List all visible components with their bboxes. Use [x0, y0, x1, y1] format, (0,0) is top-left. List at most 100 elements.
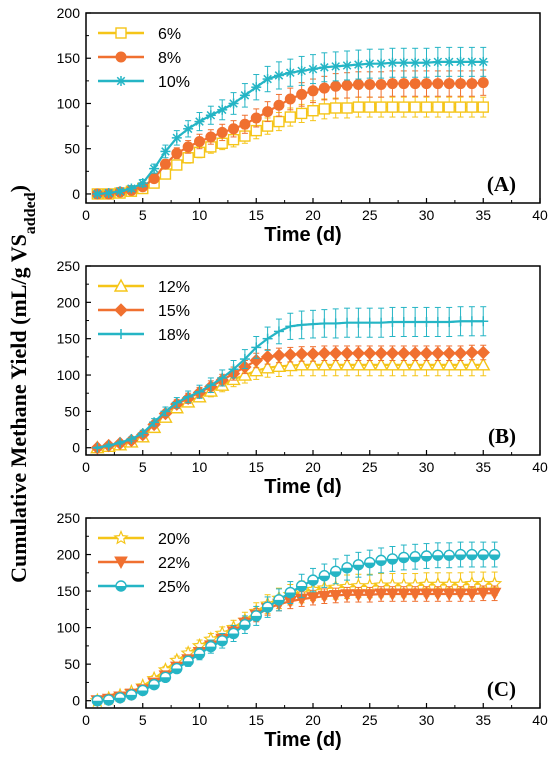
data-point — [171, 132, 182, 143]
data-point — [283, 347, 298, 362]
data-point — [205, 110, 216, 121]
data-point — [228, 364, 239, 375]
data-point — [216, 635, 228, 647]
x-tick-label: 0 — [82, 459, 90, 475]
legend-marker — [114, 303, 128, 317]
data-point — [183, 391, 194, 402]
data-point — [308, 64, 318, 75]
data-point — [217, 372, 228, 383]
data-point — [398, 101, 410, 113]
series-line — [97, 363, 484, 449]
y-axis-title: Cumulative Methane Yield (mL/g VSadded) — [6, 185, 39, 583]
data-point — [262, 74, 273, 85]
data-point — [419, 357, 434, 371]
x-tick-label: 0 — [82, 207, 90, 223]
data-point — [262, 106, 274, 118]
data-point — [149, 417, 160, 428]
x-tick-label: 40 — [532, 712, 548, 728]
data-point — [407, 357, 423, 371]
data-point — [340, 589, 354, 602]
data-point — [159, 671, 172, 684]
data-point — [341, 561, 353, 574]
x-tick-label: 25 — [362, 207, 378, 223]
data-point — [385, 346, 400, 360]
data-point — [318, 570, 331, 582]
data-point — [409, 101, 421, 113]
legend: 6% 8% 10% — [98, 26, 190, 91]
legend-label: 25% — [158, 579, 190, 596]
data-point — [397, 346, 411, 360]
data-point — [239, 90, 250, 101]
data-point — [114, 692, 126, 704]
legend: 20% 22% 25% — [98, 529, 190, 596]
data-point — [351, 346, 366, 360]
data-point — [477, 77, 489, 89]
data-point — [284, 111, 296, 123]
series-b-2 — [92, 306, 489, 453]
data-point — [419, 588, 434, 602]
data-point — [239, 118, 251, 130]
data-point — [182, 152, 194, 164]
data-point — [216, 126, 228, 138]
data-point — [273, 326, 284, 337]
data-point — [294, 347, 309, 361]
legend-label: 6% — [158, 26, 181, 43]
data-point — [363, 346, 377, 360]
data-point — [283, 358, 298, 372]
y-tick-label: 100 — [57, 620, 81, 636]
data-point — [137, 684, 149, 697]
data-point — [421, 316, 432, 327]
data-point — [408, 346, 422, 360]
data-point — [330, 102, 342, 114]
legend-marker — [114, 556, 128, 570]
data-point — [410, 316, 421, 327]
data-point — [364, 101, 376, 113]
data-point — [362, 589, 377, 602]
data-point — [149, 163, 160, 174]
data-point — [306, 592, 320, 605]
data-point — [126, 183, 137, 194]
data-point — [308, 319, 318, 330]
y-tick-label: 200 — [57, 294, 81, 310]
data-point — [353, 317, 364, 328]
data-point — [454, 548, 467, 561]
data-point — [115, 186, 126, 197]
data-point — [159, 168, 172, 180]
x-axis-title: Time (d) — [264, 224, 341, 246]
y-axis-title-subscript: added — [22, 192, 39, 234]
data-point — [465, 588, 479, 602]
data-point — [340, 346, 354, 360]
legend-marker — [116, 329, 126, 339]
data-point — [319, 62, 330, 73]
data-point — [375, 101, 387, 113]
data-point — [476, 357, 491, 371]
data-point — [272, 348, 286, 363]
legend-label: 18% — [158, 327, 190, 344]
series-a-2 — [92, 46, 489, 199]
data-point — [385, 357, 400, 371]
data-point — [171, 397, 182, 408]
data-point — [103, 188, 114, 199]
data-point — [328, 589, 343, 603]
data-point — [194, 135, 205, 147]
data-point — [373, 357, 389, 371]
x-axis-title: Time (d) — [264, 476, 341, 498]
series-a-0 — [91, 96, 489, 200]
data-point — [330, 61, 341, 72]
data-point — [182, 655, 194, 667]
data-point — [409, 78, 421, 90]
data-point — [249, 363, 264, 377]
data-point — [285, 67, 296, 78]
y-tick-label: 150 — [57, 50, 81, 66]
panel-label: (C) — [487, 677, 516, 701]
data-point — [227, 627, 240, 640]
panel-b: 0 5 10 15 20 25 30 35 40 0 50 100 150 200 250 Time (d) (… — [57, 258, 548, 498]
data-point — [431, 346, 445, 360]
data-point — [410, 57, 421, 68]
data-point — [432, 78, 444, 90]
data-point — [455, 316, 466, 327]
data-point — [115, 437, 126, 448]
data-point — [126, 434, 137, 445]
legend-label: 12% — [158, 279, 190, 296]
data-point — [374, 346, 388, 360]
